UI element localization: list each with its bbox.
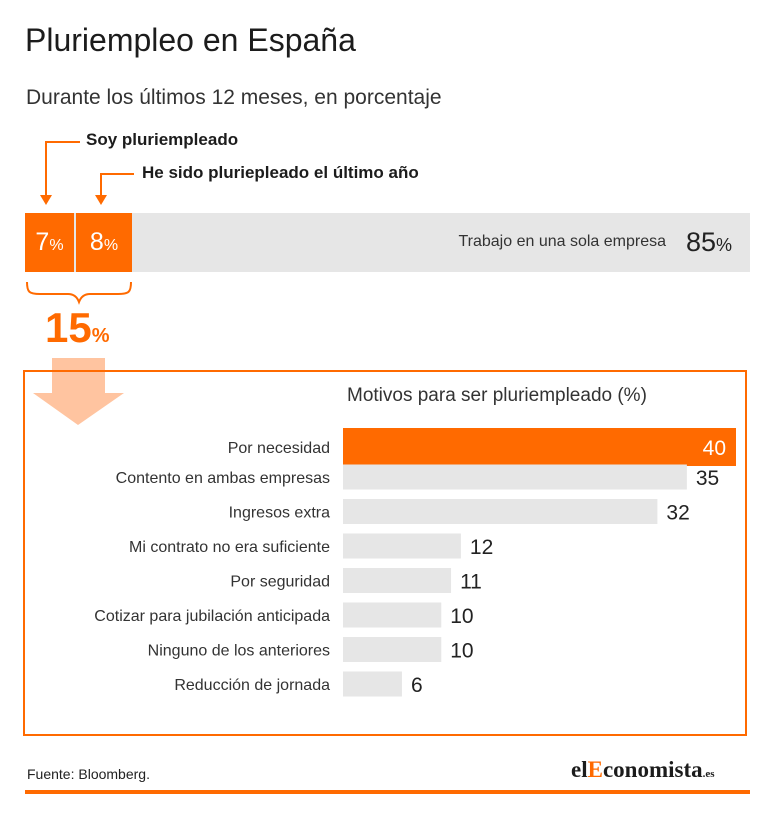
legend-current-multiple-jobs: Soy pluriempleado xyxy=(86,130,239,149)
category-label-3: Mi contrato no era suficiente xyxy=(129,539,330,556)
total-multiple-jobs: 15% xyxy=(45,304,110,352)
legend-1-arrowhead xyxy=(40,195,52,205)
single-job-label: Trabajo en una sola empresa xyxy=(458,233,666,250)
category-label-0: Por necesidad xyxy=(228,440,330,457)
value-label-0: 40 xyxy=(703,437,726,460)
total-number: 15 xyxy=(45,304,92,351)
bar-0 xyxy=(343,428,736,466)
page-title: Pluriempleo en España xyxy=(25,22,356,58)
category-label-4: Por seguridad xyxy=(230,574,330,591)
publisher-logo: elEconomista.es xyxy=(571,757,715,783)
legend-past-multiple-jobs: He sido pluriepleado el último año xyxy=(142,163,419,182)
bar-1 xyxy=(343,464,687,490)
value-label-6: 10 xyxy=(450,640,473,663)
value-label-1: 35 xyxy=(696,467,719,490)
bottom-rule xyxy=(25,790,750,794)
category-label-6: Ninguno de los anteriores xyxy=(148,643,330,660)
bar-3 xyxy=(343,533,461,559)
category-label-7: Reducción de jornada xyxy=(174,677,330,694)
legend-2-arrowhead xyxy=(95,195,107,205)
single-job-value: 85% xyxy=(686,227,732,258)
down-arrow-icon xyxy=(33,358,124,425)
logo-suffix: .es xyxy=(702,768,715,780)
total-unit: % xyxy=(91,325,110,347)
source-note: Fuente: Bloomberg. xyxy=(27,766,150,782)
reasons-panel xyxy=(23,370,747,736)
total-brace xyxy=(26,281,132,305)
segment-past: 8% xyxy=(76,213,132,272)
category-label-5: Cotizar para jubilación anticipada xyxy=(94,608,330,625)
logo-accent: E xyxy=(587,757,603,782)
page-subtitle: Durante los últimos 12 meses, en porcent… xyxy=(26,86,442,109)
bar-4 xyxy=(343,568,452,593)
chart-title: Motivos para ser pluriempleado (%) xyxy=(347,385,647,406)
value-label-3: 12 xyxy=(470,536,493,559)
bar-7 xyxy=(343,671,402,697)
bar-5 xyxy=(343,602,442,628)
segment-past-unit: % xyxy=(103,237,119,254)
segment-current: 7% xyxy=(25,213,74,272)
legend-1-connector xyxy=(45,141,80,196)
employment-stacked-bar: 7% 8% Trabajo en una sola empresa 85% xyxy=(25,213,750,272)
logo-main: conomista xyxy=(602,757,703,782)
value-label-2: 32 xyxy=(666,502,689,525)
single-job-unit: % xyxy=(715,235,732,255)
category-label-2: Ingresos extra xyxy=(229,505,330,522)
bar-2 xyxy=(343,499,658,524)
value-label-4: 11 xyxy=(460,571,482,594)
logo-prefix: el xyxy=(571,757,588,782)
bar-6 xyxy=(343,637,442,662)
segment-current-value: 7 xyxy=(35,228,50,256)
segment-current-unit: % xyxy=(49,237,64,254)
value-label-5: 10 xyxy=(450,605,473,628)
single-job-number: 85 xyxy=(685,227,716,257)
segment-past-value: 8 xyxy=(89,228,104,256)
legend-2-connector xyxy=(100,173,134,196)
value-label-7: 6 xyxy=(411,674,423,697)
category-label-1: Contento en ambas empresas xyxy=(116,470,330,487)
